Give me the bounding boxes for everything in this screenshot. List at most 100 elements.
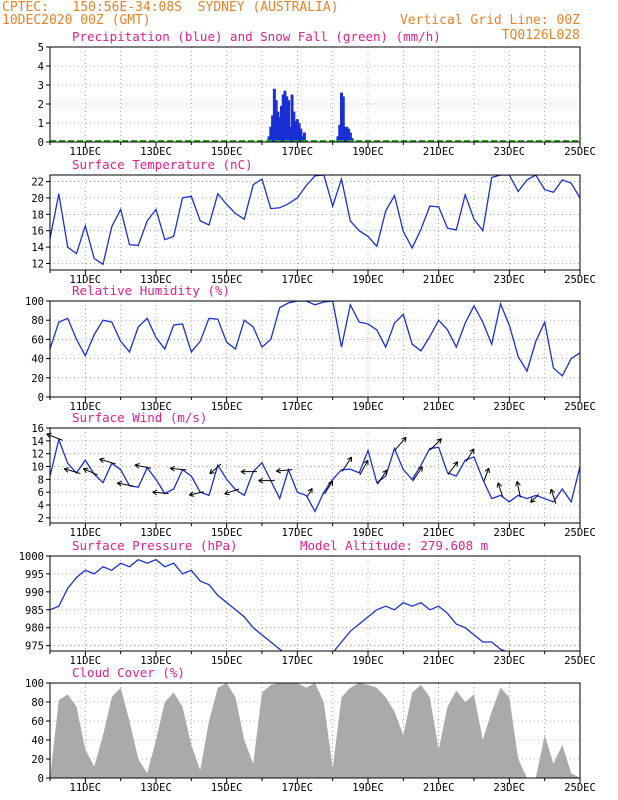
precip-bar [347, 128, 351, 142]
y-tick-label: 100 [25, 296, 44, 308]
x-tick-label: 17DEC [282, 782, 314, 794]
plot-frame [49, 46, 581, 143]
y-tick-label: 60 [31, 334, 44, 346]
wind-arrow [224, 488, 240, 496]
plot-frame [49, 174, 581, 271]
precip-bar [343, 126, 347, 142]
x-tick-label: 15DEC [211, 782, 243, 794]
precip-bar [338, 124, 342, 142]
x-tick-label: 25DEC [564, 655, 596, 667]
y-tick-label: 20 [31, 373, 44, 385]
x-tick-label: 13DEC [140, 527, 172, 539]
y-tick-label: 8 [38, 474, 44, 486]
wind-arrow [429, 438, 442, 451]
y-tick-label: 12 [31, 449, 44, 461]
y-tick-label: 16 [31, 423, 44, 435]
precip-bar [279, 105, 283, 142]
x-tick-label: 15DEC [211, 274, 243, 286]
x-tick-label: 19DEC [352, 401, 384, 413]
precipitation-title: Precipitation (blue) and Snow Fall (gree… [72, 29, 441, 44]
y-tick-label: 12 [31, 258, 44, 270]
x-tick-label: 21DEC [423, 274, 455, 286]
wind-arrow [46, 432, 63, 441]
wind-arrow [394, 436, 407, 451]
precip-bar [345, 126, 349, 142]
y-tick-label: 60 [31, 716, 44, 728]
x-tick-label: 21DEC [423, 146, 455, 158]
y-tick-label: 10 [31, 462, 44, 474]
y-tick-label: 80 [31, 697, 44, 709]
wind-arrow [341, 456, 353, 472]
y-tick-label: 0 [38, 773, 44, 785]
x-tick-label: 19DEC [352, 527, 384, 539]
precip-bar [348, 132, 352, 142]
pressure-title: Surface Pressure (hPa) [72, 538, 238, 553]
y-tick-label: 4 [38, 61, 44, 73]
precip-bar [287, 100, 290, 142]
plot-frame [49, 300, 581, 398]
pressure-panel: 975 980 985 990 995 1000 11DEC 13DEC 15DEC 17DEC 1… [19, 538, 596, 667]
x-tick-label: 23DEC [494, 401, 526, 413]
wind-arrow [275, 467, 293, 474]
wind-arrow [530, 493, 540, 503]
wind-arrow [116, 481, 134, 487]
humidity-title: Relative Humidity (%) [72, 283, 230, 298]
x-tick-label: 21DEC [423, 782, 455, 794]
y-tick-label: 0 [38, 137, 44, 149]
y-tick-label: 3 [38, 80, 44, 92]
precip-bar [269, 126, 273, 142]
y-tick-label: 16 [31, 226, 44, 238]
header-model-code: TQ0126L028 [502, 28, 580, 43]
x-tick-label: 21DEC [423, 527, 455, 539]
y-tick-label: 20 [31, 193, 44, 205]
x-tick-label: 23DEC [494, 655, 526, 667]
y-tick-label: 80 [31, 315, 44, 327]
wind-arrow [496, 482, 504, 498]
x-tick-label: 19DEC [352, 146, 384, 158]
precip-bar [283, 90, 287, 142]
y-tick-label: 990 [25, 587, 44, 599]
x-tick-label: 25DEC [564, 274, 596, 286]
humidity-line [50, 301, 580, 377]
wind-arrow [549, 488, 557, 504]
precip-bar [292, 111, 296, 142]
header-grid-note: Vertical Grid Line: 00Z [400, 13, 580, 28]
precip-bar [294, 121, 298, 142]
y-tick-label: 5 [38, 42, 44, 54]
x-tick-label: 11DEC [70, 527, 102, 539]
y-tick-label: 14 [31, 436, 44, 448]
wind-line [50, 437, 580, 513]
wind-arrow [465, 448, 475, 463]
wind-arrow [324, 480, 334, 495]
x-tick-label: 25DEC [564, 401, 596, 413]
x-tick-label: 21DEC [423, 401, 455, 413]
wind-arrow [189, 491, 204, 497]
precip-bar [288, 126, 292, 142]
x-tick-label: 13DEC [140, 401, 172, 413]
wind-arrow [134, 463, 152, 469]
x-tick-label: 25DEC [564, 527, 596, 539]
x-tick-label: 17DEC [282, 401, 314, 413]
y-tick-label: 20 [31, 754, 44, 766]
x-tick-label: 23DEC [494, 274, 526, 286]
x-tick-label: 15DEC [211, 655, 243, 667]
x-tick-label: 11DEC [70, 655, 102, 667]
precip-bar [276, 111, 280, 142]
x-tick-label: 15DEC [211, 146, 243, 158]
y-tick-label: 6 [38, 487, 44, 499]
x-tick-label: 23DEC [494, 527, 526, 539]
precip-bar [299, 128, 303, 142]
precip-bar [295, 119, 299, 142]
pressure-line [50, 558, 507, 651]
y-tick-label: 100 [25, 678, 44, 690]
y-tick-label: 18 [31, 209, 44, 221]
precipitation-panel: 0 1 2 3 4 5 11DEC 13DEC 15DEC 17DEC 19DEC 21DEC 23DE… [38, 29, 596, 158]
wind-arrow [376, 469, 388, 485]
wind-arrow [483, 467, 490, 482]
precip-bar [278, 117, 282, 142]
model-altitude: Model Altitude: 279.608 m [300, 538, 488, 553]
wind-arrow [99, 457, 116, 465]
precip-bar [271, 115, 275, 142]
x-tick-label: 19DEC [352, 782, 384, 794]
